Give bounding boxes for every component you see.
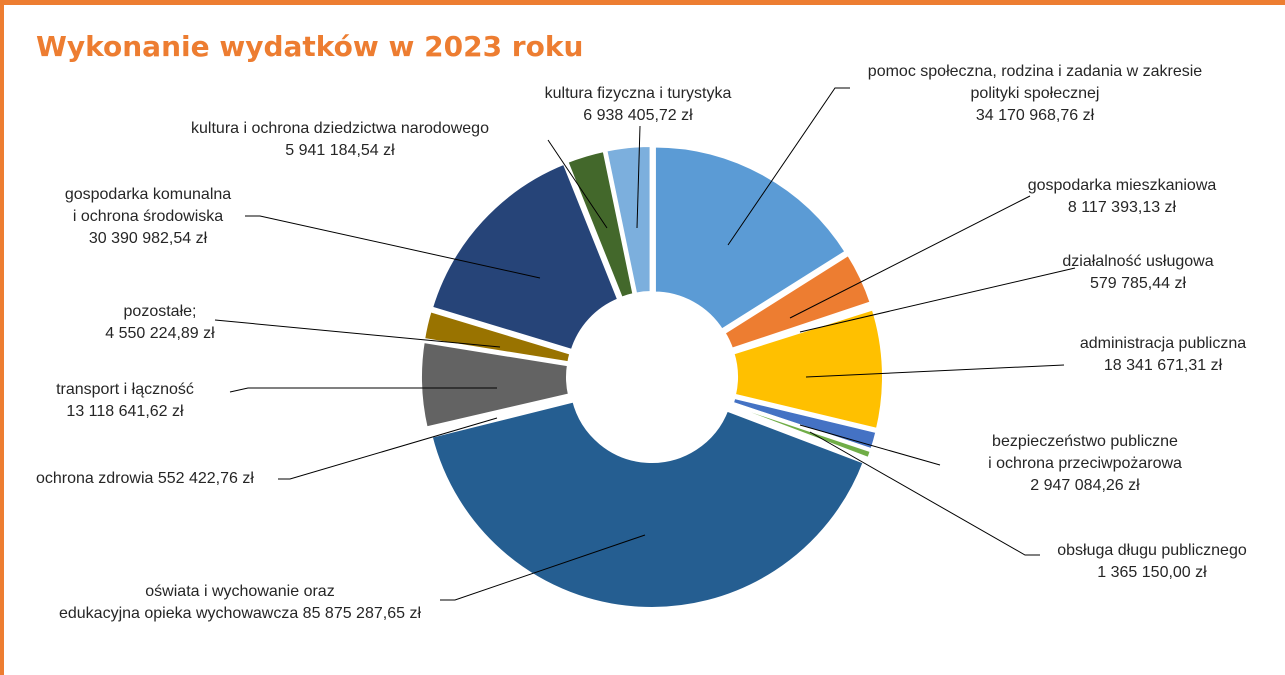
slice-value-label-2: 579 785,44 zł bbox=[1090, 275, 1187, 292]
slice-12 bbox=[603, 143, 654, 297]
slice-label-line-3-0: administracja publiczna bbox=[1080, 335, 1246, 352]
slice-label-line-12-0: kultura fizyczna i turystyka bbox=[545, 85, 732, 102]
leader-line-12 bbox=[636, 125, 641, 229]
leader-line-7 bbox=[278, 417, 498, 480]
slice-value-label-0: 34 170 968,76 zł bbox=[976, 107, 1095, 124]
leader-line-3 bbox=[805, 364, 1065, 378]
slice-label-line-9-0: pozostałe; bbox=[124, 303, 197, 320]
slice-label-12: kultura fizyczna i turystyka 6 938 405,72… bbox=[545, 85, 732, 124]
slice-value-label-3: 18 341 671,31 zł bbox=[1104, 357, 1223, 374]
slice-value-label-4: 2 947 084,26 zł bbox=[1030, 477, 1140, 494]
slice-label-9: pozostałe; 4 550 224,89 zł bbox=[105, 303, 215, 342]
slice-value-label-6: edukacyjna opieka wychowawcza 85 875 287… bbox=[59, 605, 421, 622]
slice-label-3: administracja publiczna 18 341 671,31 zł bbox=[1080, 335, 1246, 374]
slice-9 bbox=[420, 308, 574, 366]
slices-group bbox=[418, 143, 886, 611]
slice-label-line-5-0: obsługa długu publicznego bbox=[1057, 542, 1247, 559]
leader-line-10 bbox=[245, 215, 541, 279]
leader-line-6 bbox=[440, 534, 646, 601]
chart-title: Wykonanie wydatków w 2023 roku bbox=[36, 30, 584, 63]
slice-0 bbox=[651, 143, 849, 333]
slice-value-label-5: 1 365 150,00 zł bbox=[1097, 564, 1207, 581]
slice-label-line-0-0: pomoc społeczna, rodzina i zadania w zak… bbox=[868, 63, 1203, 80]
slice-label-7: ochrona zdrowia 552 422,76 zł bbox=[36, 470, 254, 487]
slice-label-1: gospodarka mieszkaniowa 8 117 393,13 zł bbox=[1028, 177, 1217, 216]
slice-label-line-0-1: polityki społecznej bbox=[971, 85, 1100, 102]
slice-label-line-10-0: gospodarka komunalna bbox=[65, 186, 231, 203]
leader-line-9 bbox=[214, 319, 501, 348]
leader-line-4 bbox=[799, 424, 941, 466]
leader-line-8 bbox=[229, 387, 497, 393]
slice-label-5: obsługa długu publicznego 1 365 150,00 zł bbox=[1057, 542, 1247, 581]
slice-label-line-8-0: transport i łączność bbox=[56, 381, 194, 398]
slice-value-label-12: 6 938 405,72 zł bbox=[583, 107, 693, 124]
slice-label-line-1-0: gospodarka mieszkaniowa bbox=[1028, 177, 1217, 194]
slice-value-label-7: ochrona zdrowia 552 422,76 zł bbox=[36, 470, 254, 487]
slice-label-2: działalność usługowa 579 785,44 zł bbox=[1062, 253, 1213, 292]
leader-line-2 bbox=[799, 267, 1076, 333]
slice-label-line-6-0: oświata i wychowanie oraz bbox=[145, 583, 334, 600]
slice-value-label-11: 5 941 184,54 zł bbox=[285, 142, 395, 159]
slice-6 bbox=[428, 398, 867, 611]
labels-group: pomoc społeczna, rodzina i zadania w zak… bbox=[36, 63, 1247, 622]
slice-label-line-4-1: i ochrona przeciwpożarowa bbox=[988, 455, 1182, 472]
leader-lines-group bbox=[214, 87, 1076, 601]
leader-line-11 bbox=[547, 139, 608, 229]
slice-value-label-8: 13 118 641,62 zł bbox=[66, 403, 184, 420]
slice-value-label-9: 4 550 224,89 zł bbox=[105, 325, 215, 342]
slice-label-line-11-0: kultura i ochrona dziedzictwa narodowego bbox=[191, 120, 489, 137]
slice-label-4: bezpieczeństwo publiczne i ochrona przeci… bbox=[988, 433, 1182, 494]
slice-label-line-2-0: działalność usługowa bbox=[1062, 253, 1213, 270]
leader-line-5 bbox=[809, 431, 1040, 556]
slice-label-0: pomoc społeczna, rodzina i zadania w zak… bbox=[868, 63, 1203, 124]
slice-label-6: oświata i wychowanie oraz edukacyjna opie… bbox=[59, 583, 421, 622]
slice-label-line-4-0: bezpieczeństwo publiczne bbox=[992, 433, 1178, 450]
slice-5 bbox=[728, 401, 874, 462]
leader-line-0 bbox=[727, 87, 850, 246]
slice-label-8: transport i łączność 13 118 641,62 zł bbox=[56, 381, 194, 420]
leader-line-1 bbox=[789, 195, 1031, 319]
slice-value-label-1: 8 117 393,13 zł bbox=[1068, 199, 1177, 216]
slice-label-line-10-1: i ochrona środowiska bbox=[73, 208, 223, 225]
slice-label-11: kultura i ochrona dziedzictwa narodowego… bbox=[191, 120, 489, 159]
slice-value-label-10: 30 390 982,54 zł bbox=[89, 230, 208, 247]
slice-label-10: gospodarka komunalna i ochrona środowiska… bbox=[65, 186, 231, 247]
